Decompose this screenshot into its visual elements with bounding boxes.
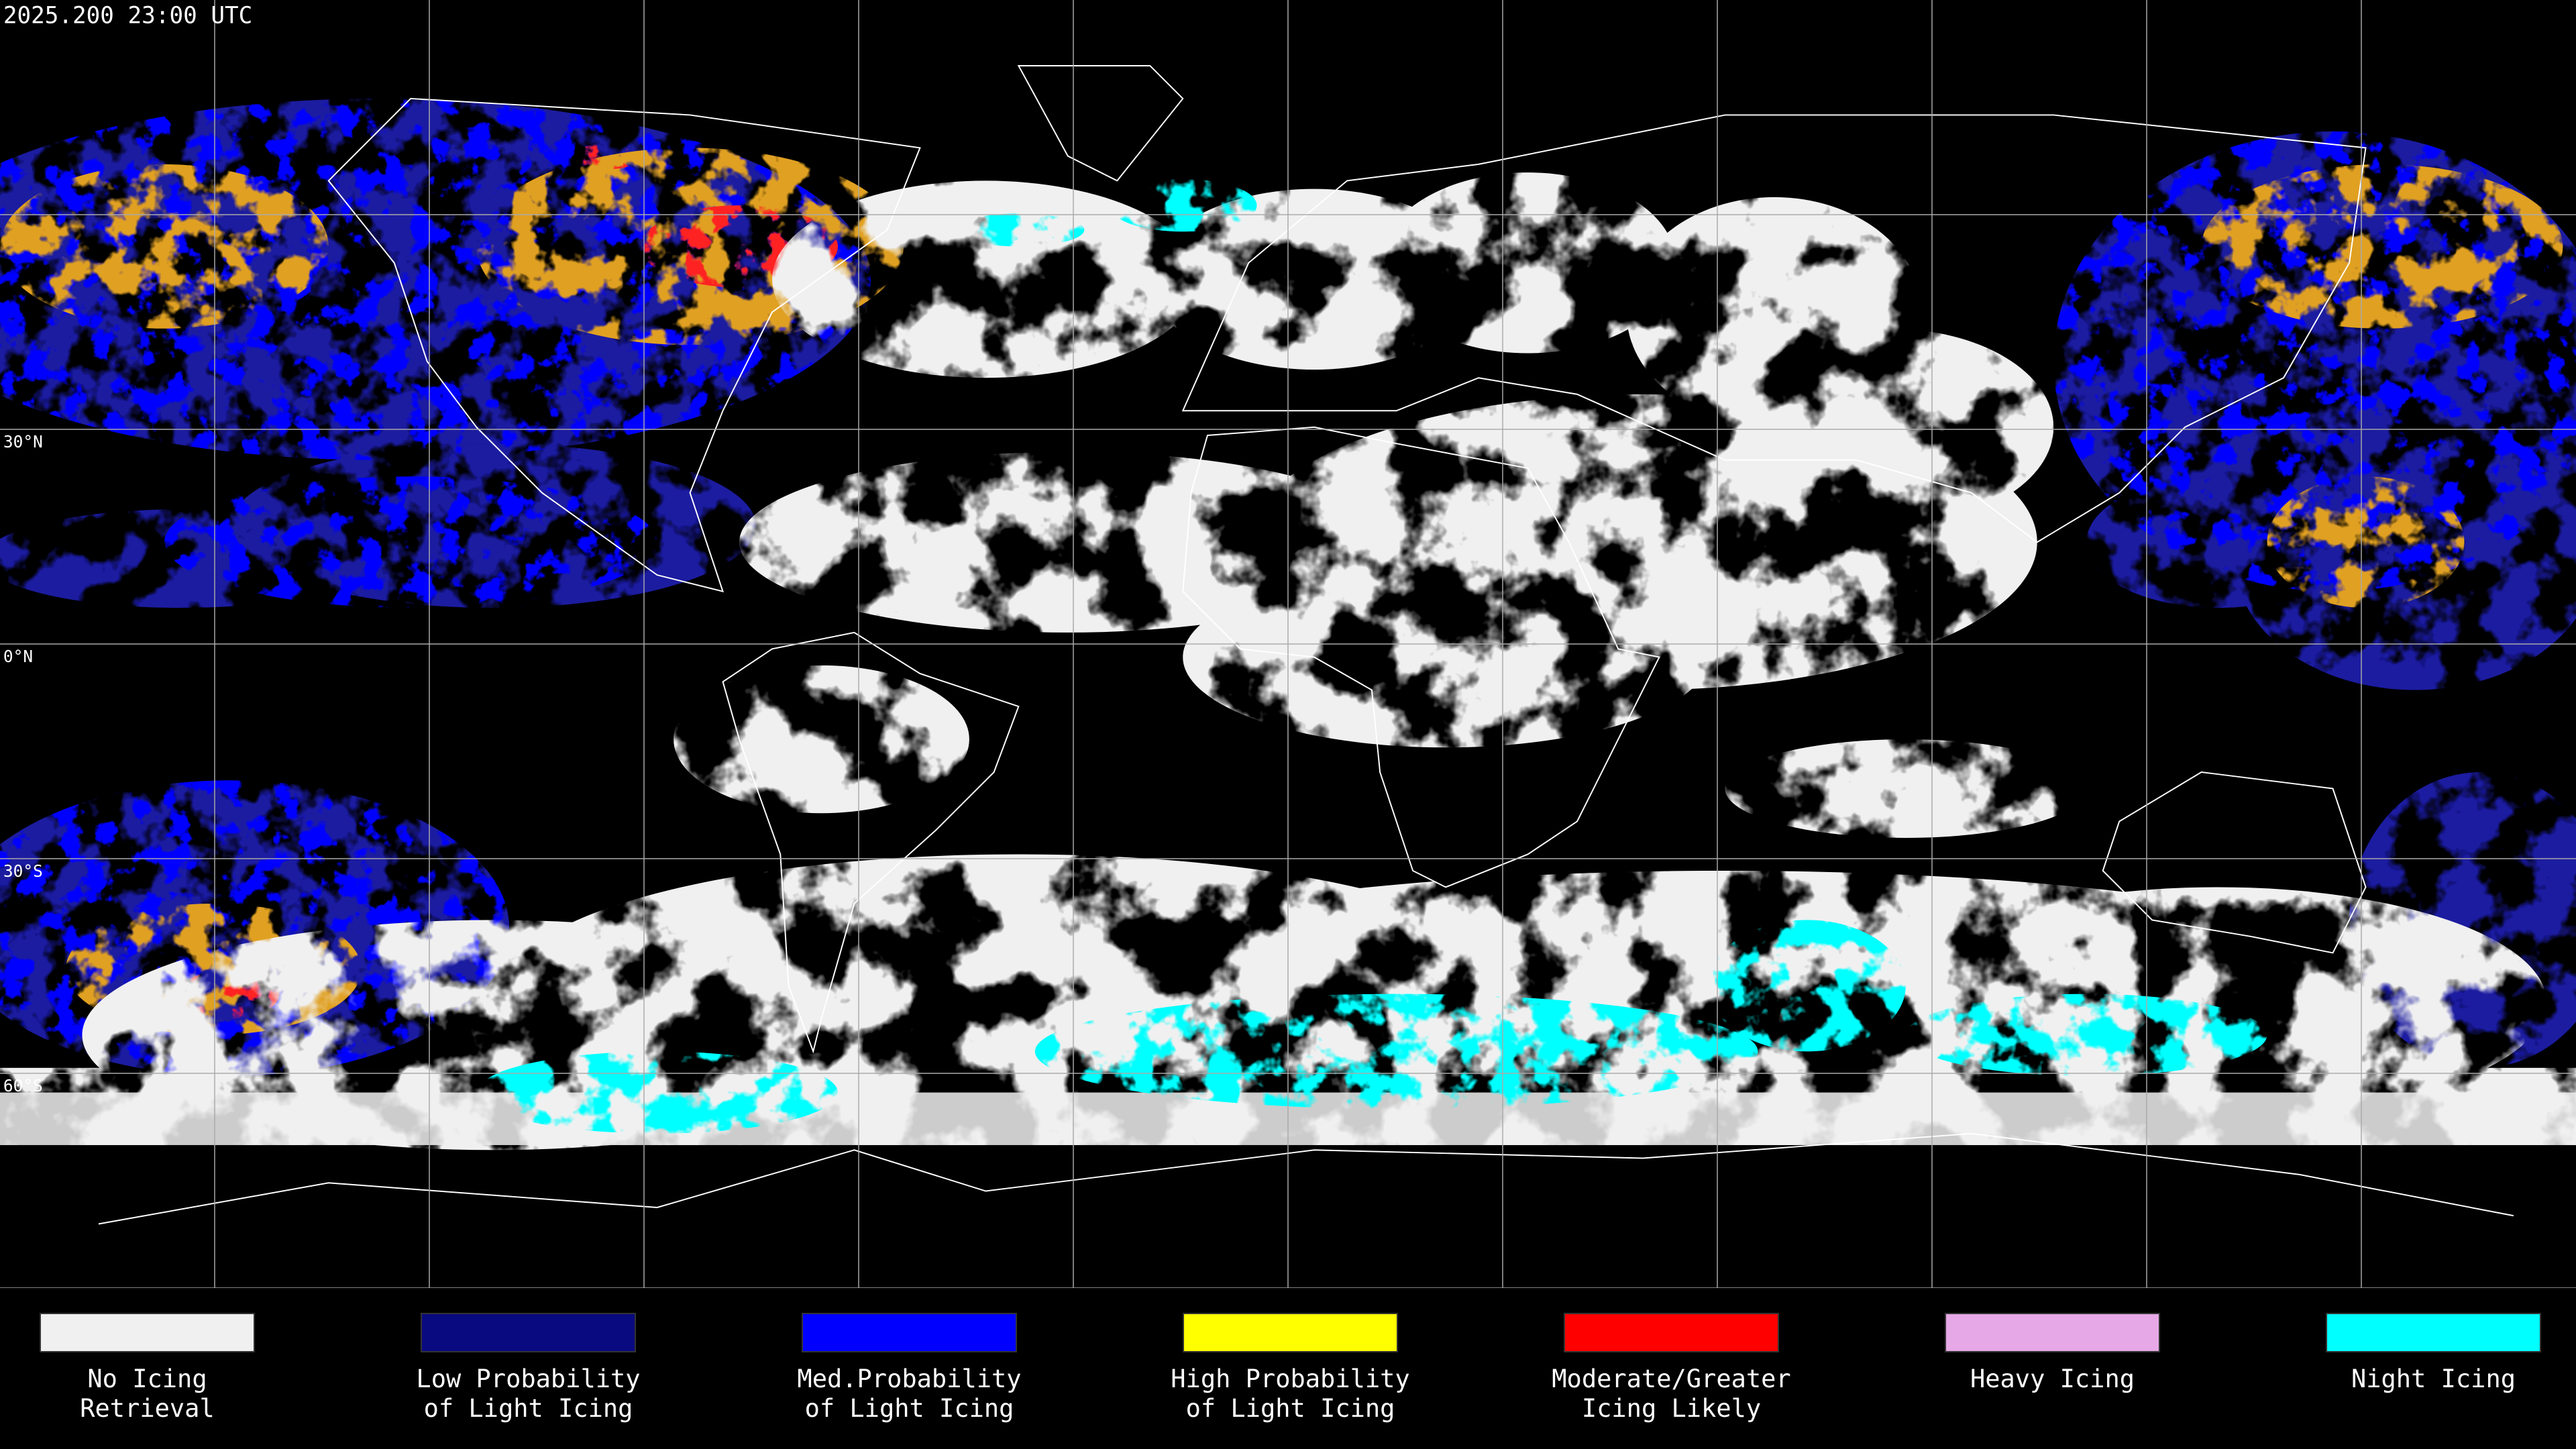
legend-item: High Probability of Light Icing [1171,1313,1410,1424]
legend-label: of Light Icing [1185,1394,1395,1423]
legend-item: Moderate/Greater Icing Likely [1552,1313,1791,1424]
legend-text: Heavy Icing [1878,1364,2227,1394]
legend-text: Night Icing [2259,1364,2576,1394]
legend-swatch [1183,1313,1398,1352]
legend-text: Med.Probability of Light Icing [735,1364,1084,1424]
legend-text: High Probability of Light Icing [1116,1364,1465,1424]
legend-label: Moderate/Greater [1552,1364,1791,1393]
latitude-label: 30°N [3,432,43,451]
legend-text: Moderate/Greater Icing Likely [1497,1364,1846,1424]
night-icing [476,178,2267,1134]
legend-item: No Icing Retrieval [40,1313,255,1424]
graticule [0,0,2576,1288]
legend-label: Heavy Icing [1970,1364,2135,1393]
latitude-label: 0°N [3,647,33,666]
legend-label: High Probability [1171,1364,1410,1393]
legend-item: Heavy Icing [1945,1313,2160,1394]
legend-text: No Icing Retrieval [0,1364,322,1424]
latitude-labels: 30°N 0°N 30°S 60°S [3,432,43,1095]
legend-swatch [2326,1313,2541,1352]
legend-label: of Light Icing [423,1394,633,1423]
legend-swatch [40,1313,255,1352]
latitude-label: 60°S [3,1076,43,1095]
map: 2025.200 23:00 UTC 30°N 0°N 30°S 60°S [0,0,2576,1288]
latitude-label: 30°S [3,861,43,881]
legend: No Icing Retrieval Low Probability of Light… [0,1288,2576,1449]
coastlines [98,64,2514,1225]
legend-label: of Light Icing [804,1394,1014,1423]
timestamp: 2025.200 23:00 UTC [3,2,252,29]
legend-item: Low Probability of Light Icing [416,1313,641,1424]
legend-label: No Icing [87,1364,207,1393]
legend-text: Low Probability of Light Icing [354,1364,703,1424]
legend-item: Night Icing [2326,1313,2541,1394]
legend-label: Med.Probability [797,1364,1022,1393]
legend-label: Night Icing [2351,1364,2516,1393]
legend-item: Med.Probability of Light Icing [797,1313,1022,1424]
legend-swatch [421,1313,636,1352]
legend-swatch [1564,1313,1779,1352]
legend-swatch [802,1313,1017,1352]
legend-label: Low Probability [416,1364,641,1393]
legend-label: Retrieval [80,1394,215,1423]
legend-swatch [1945,1313,2160,1352]
legend-label: Icing Likely [1581,1394,1762,1423]
